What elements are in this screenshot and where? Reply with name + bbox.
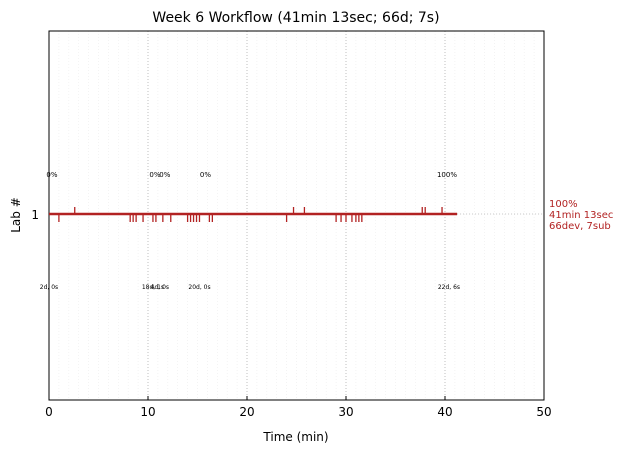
plot-frame: [48, 30, 545, 401]
chart-title: Week 6 Workflow (41min 13sec; 66d; 7s): [152, 10, 439, 26]
right-summary-label: 41min 13sec: [549, 210, 613, 221]
y-axis-label: Lab #: [9, 197, 23, 233]
device-count-label: 18d, 1s: [142, 284, 164, 291]
progress-percent-label: 100%: [437, 171, 457, 179]
right-summary-label: 66dev, 7sub: [549, 221, 611, 232]
axis-ticks: 0 10 20 30 40 50 1: [31, 208, 551, 419]
x-tick-label: 10: [140, 405, 155, 419]
progress-percent-label: 0%: [46, 171, 57, 179]
y-tick-label: 1: [31, 208, 39, 222]
progress-percent-label: 0%: [149, 171, 160, 179]
progress-percent-label: 0%: [159, 171, 170, 179]
x-tick-label: 50: [536, 405, 551, 419]
device-count-label: 2d, 0s: [40, 284, 58, 291]
x-tick-label: 20: [239, 405, 254, 419]
device-count-label: 22d, 6s: [438, 284, 460, 291]
x-axis-label: Time (min): [262, 430, 328, 444]
x-tick-label: 0: [45, 405, 53, 419]
device-count-label: 20d, 0s: [188, 284, 210, 291]
progress-percent-label: 0%: [200, 171, 211, 179]
x-tick-label: 40: [437, 405, 452, 419]
right-summary-label: 100%: [549, 199, 578, 210]
device-count-label: 4d, 0s: [151, 284, 169, 291]
x-tick-label: 30: [338, 405, 353, 419]
